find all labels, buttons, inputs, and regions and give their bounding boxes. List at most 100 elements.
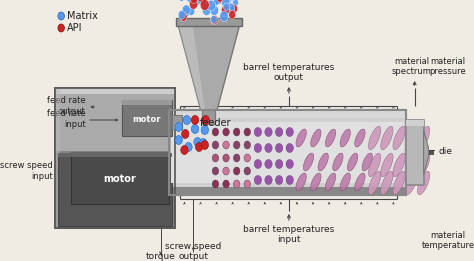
Circle shape xyxy=(202,5,211,15)
Bar xyxy=(169,110,406,195)
Ellipse shape xyxy=(310,129,321,147)
Circle shape xyxy=(228,0,236,1)
Text: material
pressure: material pressure xyxy=(430,57,466,76)
Circle shape xyxy=(212,141,219,149)
Circle shape xyxy=(254,175,262,185)
Circle shape xyxy=(190,0,198,9)
Circle shape xyxy=(223,3,230,11)
Circle shape xyxy=(179,0,184,1)
Text: material
spectrum: material spectrum xyxy=(392,57,431,76)
Circle shape xyxy=(220,11,228,22)
Circle shape xyxy=(223,167,229,175)
Ellipse shape xyxy=(310,173,321,191)
Circle shape xyxy=(182,129,189,139)
Ellipse shape xyxy=(418,171,430,195)
Circle shape xyxy=(194,138,201,146)
Text: barrel temperatures
output: barrel temperatures output xyxy=(243,63,335,82)
Circle shape xyxy=(190,0,196,3)
Circle shape xyxy=(201,140,209,150)
Circle shape xyxy=(198,0,206,5)
Circle shape xyxy=(215,0,222,4)
Bar xyxy=(58,153,172,157)
Circle shape xyxy=(58,24,64,32)
Circle shape xyxy=(212,128,219,136)
Circle shape xyxy=(221,5,229,15)
Bar xyxy=(169,110,406,195)
Bar xyxy=(169,187,406,195)
Circle shape xyxy=(191,0,198,3)
Text: screw speed
output: screw speed output xyxy=(165,242,221,261)
Circle shape xyxy=(244,154,251,162)
Circle shape xyxy=(233,154,240,162)
Text: feed rate
input: feed rate input xyxy=(47,109,86,129)
Circle shape xyxy=(232,0,238,6)
Text: motor: motor xyxy=(103,174,137,184)
Ellipse shape xyxy=(405,171,418,195)
Circle shape xyxy=(198,0,205,2)
Text: feed rate
output: feed rate output xyxy=(47,96,86,116)
Circle shape xyxy=(186,0,194,2)
Circle shape xyxy=(191,124,199,133)
Bar xyxy=(55,88,175,94)
Circle shape xyxy=(254,144,262,152)
Circle shape xyxy=(212,167,219,175)
Circle shape xyxy=(200,0,209,10)
Bar xyxy=(71,152,169,204)
Circle shape xyxy=(180,12,187,21)
Circle shape xyxy=(210,15,217,23)
Circle shape xyxy=(175,122,182,132)
Text: screw speed
input: screw speed input xyxy=(0,161,53,181)
Circle shape xyxy=(58,12,64,20)
Ellipse shape xyxy=(325,173,336,191)
Text: torque: torque xyxy=(146,252,176,261)
Circle shape xyxy=(226,3,235,14)
Ellipse shape xyxy=(325,129,336,147)
Bar xyxy=(55,88,175,228)
Circle shape xyxy=(254,128,262,137)
Ellipse shape xyxy=(393,171,405,195)
Bar xyxy=(171,122,404,183)
Circle shape xyxy=(233,180,240,188)
Bar xyxy=(58,153,172,226)
Bar xyxy=(55,88,175,228)
Ellipse shape xyxy=(405,126,418,150)
Circle shape xyxy=(223,154,229,162)
Circle shape xyxy=(233,128,240,136)
Circle shape xyxy=(233,141,240,149)
Bar xyxy=(406,120,424,126)
Ellipse shape xyxy=(381,171,393,195)
Circle shape xyxy=(265,159,272,169)
Bar xyxy=(176,18,242,26)
Ellipse shape xyxy=(368,153,381,177)
Circle shape xyxy=(185,143,192,151)
Polygon shape xyxy=(424,130,428,175)
Circle shape xyxy=(244,180,251,188)
Ellipse shape xyxy=(303,153,314,171)
Circle shape xyxy=(213,0,219,5)
Ellipse shape xyxy=(347,153,358,171)
Ellipse shape xyxy=(296,173,306,191)
Circle shape xyxy=(195,0,202,4)
Circle shape xyxy=(212,180,219,188)
Bar xyxy=(121,100,172,105)
Ellipse shape xyxy=(355,129,365,147)
Text: material
temperature: material temperature xyxy=(421,231,474,250)
Polygon shape xyxy=(178,24,205,110)
Circle shape xyxy=(254,159,262,169)
Circle shape xyxy=(223,128,229,136)
Ellipse shape xyxy=(393,153,405,177)
Circle shape xyxy=(195,143,203,151)
Bar xyxy=(428,150,433,154)
Bar xyxy=(121,100,172,136)
Circle shape xyxy=(183,116,191,124)
Ellipse shape xyxy=(368,171,381,195)
Polygon shape xyxy=(178,24,240,110)
Ellipse shape xyxy=(418,126,430,150)
Circle shape xyxy=(286,128,293,137)
Circle shape xyxy=(225,0,231,4)
Circle shape xyxy=(228,10,236,19)
Circle shape xyxy=(217,0,223,2)
Circle shape xyxy=(221,0,229,7)
Bar xyxy=(202,110,216,124)
Ellipse shape xyxy=(393,126,405,150)
